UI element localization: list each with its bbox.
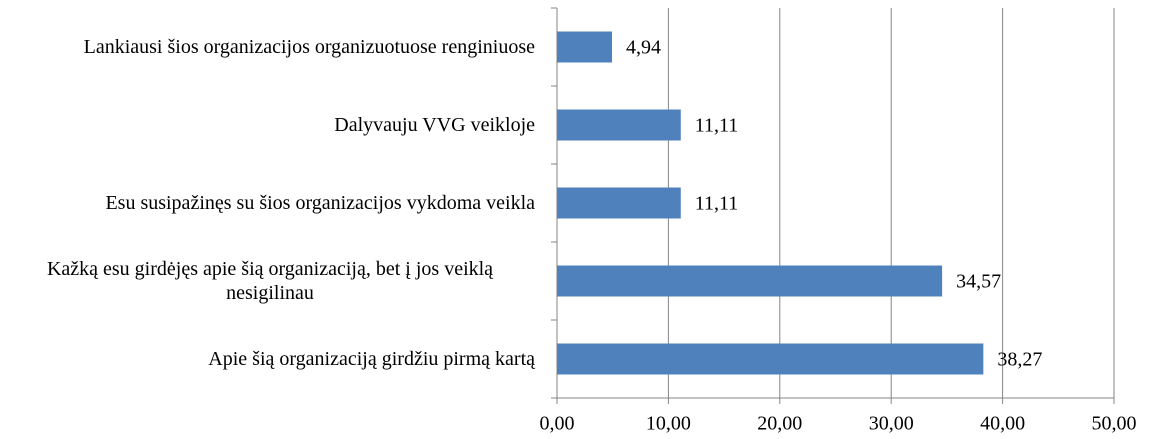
bar — [557, 187, 681, 219]
x-tick-label: 0,00 — [540, 413, 575, 435]
x-tick-label: 50,00 — [1092, 413, 1137, 435]
x-tick-label: 40,00 — [980, 413, 1025, 435]
x-tick-label: 10,00 — [646, 413, 691, 435]
category-label: Apie šią organizaciją girdžiu pirmą kart… — [208, 320, 535, 398]
category-label: Lankiausi šios organizacijos organizuotu… — [84, 8, 535, 86]
data-label: 11,11 — [695, 193, 739, 215]
category-text: Kažką esu girdėjęs apie šią organizaciją… — [46, 258, 494, 304]
data-label: 4,94 — [626, 37, 661, 59]
x-tick-label: 30,00 — [869, 413, 914, 435]
data-label: 38,27 — [997, 349, 1042, 371]
bar — [557, 265, 943, 297]
bar — [557, 343, 984, 375]
data-label: 34,57 — [956, 271, 1001, 293]
bar — [557, 109, 681, 141]
x-tick-label: 20,00 — [757, 413, 802, 435]
category-label: Dalyvauju VVG veikloje — [334, 86, 535, 164]
category-text: Dalyvauju VVG veikloje — [334, 114, 535, 136]
category-label: Esu susipažinęs su šios organizacijos vy… — [105, 164, 535, 242]
category-label: Kažką esu girdėjęs apie šią organizaciją… — [5, 242, 535, 320]
category-text: Apie šią organizaciją girdžiu pirmą kart… — [208, 348, 535, 370]
category-text: Esu susipažinęs su šios organizacijos vy… — [105, 192, 535, 214]
bar — [557, 31, 613, 63]
category-text: Lankiausi šios organizacijos organizuotu… — [83, 36, 535, 58]
data-label: 11,11 — [695, 115, 739, 137]
